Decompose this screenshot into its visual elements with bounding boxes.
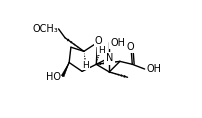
- Text: O: O: [126, 42, 134, 52]
- Text: H: H: [98, 46, 105, 55]
- Text: O: O: [95, 36, 102, 46]
- Text: OH: OH: [146, 64, 161, 74]
- Text: H: H: [82, 61, 89, 70]
- Text: OCH₃: OCH₃: [33, 24, 58, 34]
- Polygon shape: [61, 63, 69, 77]
- Text: N: N: [106, 53, 113, 63]
- Text: HO: HO: [46, 72, 61, 82]
- Text: OH: OH: [110, 38, 125, 48]
